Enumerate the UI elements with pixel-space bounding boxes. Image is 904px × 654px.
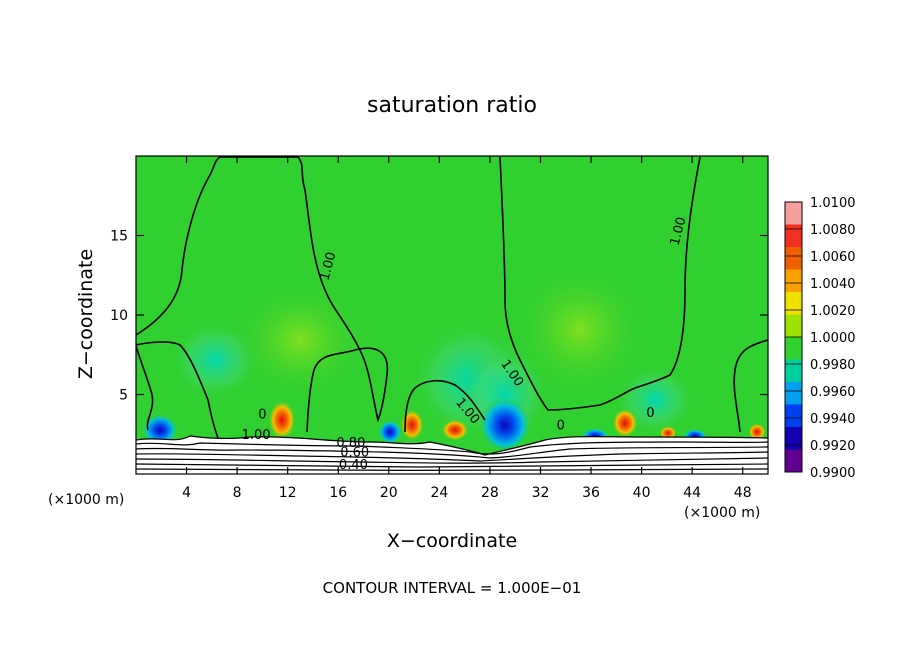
- colorbar-swatch: [785, 449, 802, 473]
- terrain-contour: [136, 468, 768, 472]
- colorbar-label: 1.0000: [810, 331, 856, 346]
- x-unit-right: (×1000 m): [684, 505, 760, 521]
- contour-line: [136, 345, 154, 431]
- contour-label: 0.80: [336, 436, 365, 451]
- y-tick-label: 15: [110, 229, 128, 245]
- colorbar-label: 1.0060: [810, 250, 856, 265]
- field-red-cell: [441, 419, 469, 441]
- field-light-region: [510, 260, 650, 400]
- colorbar-swatch: [785, 247, 802, 270]
- field-red-cell: [612, 408, 638, 438]
- contour-label: 0: [258, 407, 266, 422]
- chart-title: saturation ratio: [367, 93, 537, 118]
- y-tick-label: 10: [110, 308, 128, 324]
- x-tick-label: 12: [279, 485, 297, 501]
- colorbar-label: 0.9980: [810, 358, 856, 373]
- contour-line: [136, 156, 389, 433]
- contour-label: 1.00: [318, 250, 340, 282]
- colorbar-swatch: [785, 359, 802, 383]
- terrain-contour: [136, 435, 768, 456]
- x-unit-left: (×1000 m): [48, 492, 124, 508]
- x-tick-label: 20: [380, 485, 398, 501]
- x-tick-label: 28: [481, 485, 499, 501]
- colorbar-swatch: [785, 404, 802, 428]
- x-tick-label: 4: [182, 485, 191, 501]
- contour-label: 1.00: [668, 215, 690, 247]
- colorbar-label: 0.9940: [810, 412, 856, 427]
- contour-label: 0.60: [340, 446, 369, 461]
- contour-label: 1.00: [242, 428, 271, 443]
- colorbar-label: 1.0020: [810, 304, 856, 319]
- x-tick-label: 48: [734, 485, 752, 501]
- field-red-cell: [268, 400, 296, 440]
- colorbar-swatch: [785, 337, 802, 360]
- x-tick-label: 24: [430, 485, 448, 501]
- x-tick-label: 40: [633, 485, 651, 501]
- field-red-cell: [748, 423, 766, 441]
- colorbar-label: 1.0080: [810, 223, 856, 238]
- colorbar-swatch: [785, 224, 802, 248]
- field-cyan-region: [170, 320, 260, 400]
- contour-label: 0: [557, 418, 565, 433]
- x-tick-label: 8: [233, 485, 242, 501]
- terrain-contour: [136, 451, 768, 462]
- field-blue-cell: [378, 420, 402, 444]
- terrain-contour: [136, 441, 768, 455]
- colorbar-label: 1.0100: [810, 196, 856, 211]
- terrain-contour: [136, 457, 768, 464]
- colorbar-swatch: [785, 314, 802, 338]
- contour-label: 0.40: [339, 458, 368, 473]
- y-axis-title: Z−coordinate: [75, 249, 97, 379]
- x-axis-title: X−coordinate: [387, 530, 517, 552]
- contour-line: [136, 341, 219, 439]
- terrain-contours: [136, 435, 768, 472]
- colorbar-label: 0.9960: [810, 385, 856, 400]
- terrain-contour: [136, 446, 768, 459]
- contour-line: [499, 156, 701, 411]
- field-blue-cell: [142, 414, 178, 446]
- colorbar-label: 0.9920: [810, 439, 856, 454]
- colorbar: 1.0100 1.0080 1.0060 1.0040 1.0020 1.0000 0.99…: [784, 196, 856, 481]
- colorbar-label: 0.9900: [810, 466, 856, 481]
- colorbar-swatch: [785, 427, 802, 450]
- x-tick-label: 44: [683, 485, 701, 501]
- x-tick-label: 36: [582, 485, 600, 501]
- colorbar-swatch: [785, 292, 802, 315]
- colorbar-swatch: [785, 382, 802, 405]
- x-tick-label: 32: [532, 485, 550, 501]
- contour-label: 0: [646, 406, 654, 421]
- terrain-contour: [136, 463, 768, 468]
- contour-interval-footer: CONTOUR INTERVAL = 1.000E−01: [323, 579, 582, 597]
- saturation-field: [136, 156, 768, 474]
- field-red-cell: [400, 409, 424, 441]
- contour-lines: [136, 156, 768, 439]
- contour-line: [404, 379, 486, 433]
- y-axis-ticks: 5 10 15: [110, 229, 768, 404]
- colorbar-swatch: [785, 202, 802, 225]
- colorbar-swatch: [785, 269, 802, 293]
- y-tick-label: 5: [119, 388, 128, 404]
- contour-line: [733, 339, 768, 433]
- colorbar-label: 1.0040: [810, 277, 856, 292]
- x-tick-label: 16: [329, 485, 347, 501]
- field-blue-cell: [479, 397, 531, 453]
- x-axis-ticks: 4 8 12 16 20 24 28 32 36 40 44 48: [182, 156, 752, 501]
